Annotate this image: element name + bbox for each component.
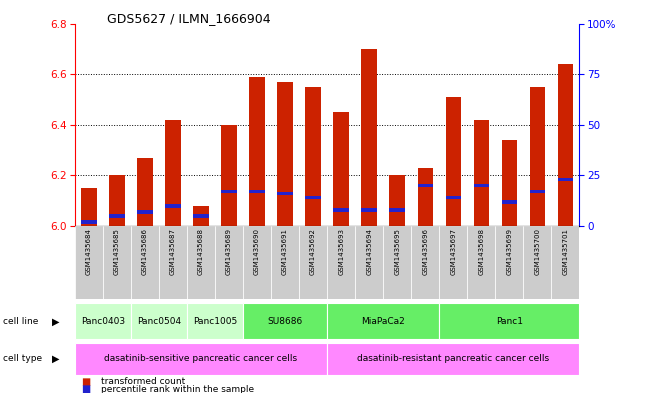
Text: GSM1435701: GSM1435701 [562,228,568,275]
Bar [137,158,152,226]
Text: GDS5627 / ILMN_1666904: GDS5627 / ILMN_1666904 [107,12,271,25]
Text: GSM1435694: GSM1435694 [366,228,372,275]
Bar [243,226,271,299]
Bar [299,226,327,299]
Bar [411,226,439,299]
Text: ▶: ▶ [51,354,59,364]
Bar [75,226,103,299]
Bar [558,178,573,181]
Bar [221,125,237,226]
Text: SU8686: SU8686 [268,317,303,326]
Text: cell line: cell line [3,317,38,326]
Bar [249,77,265,226]
Bar [383,226,411,299]
Bar [327,343,579,375]
Bar [215,226,243,299]
Text: GSM1435696: GSM1435696 [422,228,428,275]
Text: dasatinib-sensitive pancreatic cancer cells: dasatinib-sensitive pancreatic cancer ce… [104,354,298,363]
Bar [165,120,181,226]
Bar [187,303,243,339]
Bar [109,175,124,226]
Text: GSM1435690: GSM1435690 [254,228,260,275]
Text: GSM1435686: GSM1435686 [142,228,148,275]
Bar [467,226,495,299]
Text: Panc0403: Panc0403 [81,317,125,326]
Bar [361,208,377,211]
Bar [131,226,159,299]
Text: GSM1435684: GSM1435684 [86,228,92,275]
Bar [333,112,349,226]
Text: Panc1005: Panc1005 [193,317,237,326]
Text: ■: ■ [81,377,90,387]
Bar [221,190,237,193]
Bar [249,190,265,193]
Bar [502,200,517,204]
Bar [327,226,355,299]
Bar [165,204,181,208]
Bar [75,343,327,375]
Bar [361,49,377,226]
Bar [439,303,579,339]
Bar [137,210,152,214]
Bar [193,214,209,218]
Text: GSM1435699: GSM1435699 [506,228,512,275]
Bar [495,226,523,299]
Bar [159,226,187,299]
Text: GSM1435687: GSM1435687 [170,228,176,275]
Bar [271,226,299,299]
Bar [355,226,383,299]
Text: GSM1435685: GSM1435685 [114,228,120,275]
Text: GSM1435688: GSM1435688 [198,228,204,275]
Bar [445,97,461,226]
Bar [523,226,551,299]
Bar [530,87,545,226]
Bar [81,220,96,224]
Bar [445,196,461,200]
Text: Panc1: Panc1 [496,317,523,326]
Bar [530,190,545,193]
Text: percentile rank within the sample: percentile rank within the sample [101,385,254,393]
Bar [243,303,327,339]
Bar [502,140,517,226]
Bar [333,208,349,211]
Bar [473,120,489,226]
Bar [103,226,131,299]
Bar [473,184,489,187]
Text: cell type: cell type [3,354,42,363]
Text: ■: ■ [81,384,90,393]
Text: GSM1435689: GSM1435689 [226,228,232,275]
Text: MiaPaCa2: MiaPaCa2 [361,317,405,326]
Bar [109,214,124,218]
Bar [551,226,579,299]
Bar [75,303,131,339]
Bar [389,208,405,211]
Bar [558,64,573,226]
Text: dasatinib-resistant pancreatic cancer cells: dasatinib-resistant pancreatic cancer ce… [357,354,549,363]
Bar [417,168,433,226]
Bar [193,206,209,226]
Bar [81,188,96,226]
Text: GSM1435691: GSM1435691 [282,228,288,275]
Text: GSM1435693: GSM1435693 [338,228,344,275]
Text: ▶: ▶ [51,316,59,326]
Text: GSM1435695: GSM1435695 [395,228,400,275]
Bar [417,184,433,187]
Bar [327,303,439,339]
Bar [277,82,293,226]
Text: GSM1435697: GSM1435697 [450,228,456,275]
Text: Panc0504: Panc0504 [137,317,181,326]
Text: GSM1435698: GSM1435698 [478,228,484,275]
Bar [389,175,405,226]
Text: transformed count: transformed count [101,378,185,386]
Bar [187,226,215,299]
Text: GSM1435692: GSM1435692 [310,228,316,275]
Bar [305,87,321,226]
Bar [305,196,321,200]
Bar [131,303,187,339]
Text: GSM1435700: GSM1435700 [534,228,540,275]
Bar [439,226,467,299]
Bar [277,192,293,195]
